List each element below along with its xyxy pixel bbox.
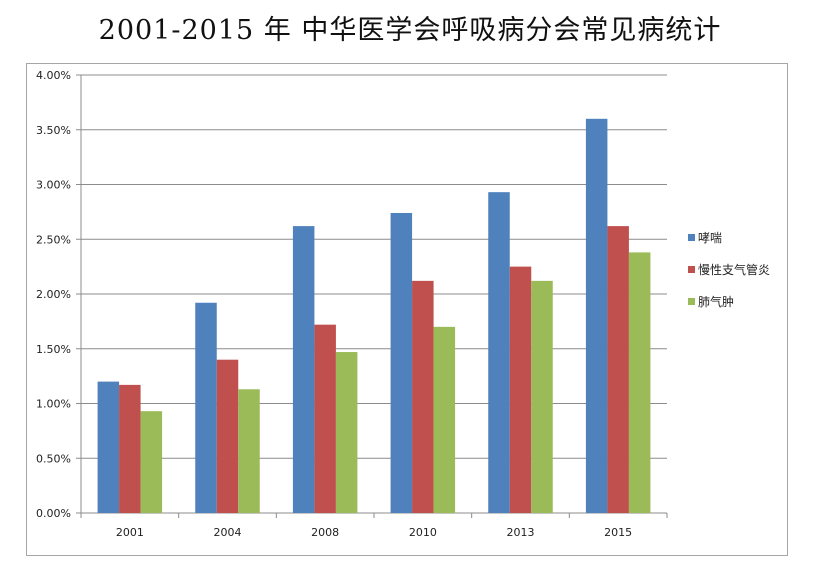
bar-肺气肿-2010 [433,326,456,513]
y-tick-label: 1.50% [36,343,71,356]
legend-label: 哮喘 [698,231,722,245]
bar-哮喘-2008 [292,226,315,514]
y-tick-label: 1.00% [36,398,71,411]
bar-肺气肿-2008 [335,352,358,513]
y-tick-label: 3.50% [36,124,71,137]
y-tick-label: 0.00% [36,507,71,520]
y-tick-label: 2.50% [36,233,71,246]
x-axis: 2001 2004 2008 2010 2013 2015 [80,512,668,539]
chart-area-frame [26,63,788,556]
x-tick-label: 2004 [214,526,242,539]
y-axis: 0.00% 0.50% 1.00% 1.50% 2.00% 2.50% 3.00% 3.50%… [36,69,82,520]
y-tick-label: 4.00% [36,69,71,82]
x-tick-label: 2001 [116,526,144,539]
legend-label: 慢性支气管炎 [698,262,770,277]
bars [97,118,651,514]
bar-哮喘-2010 [390,212,413,513]
legend-label: 肺气肿 [698,294,734,309]
x-tick-label: 2015 [604,526,632,539]
x-tick-label: 2013 [507,526,535,539]
x-tick-label: 2010 [409,526,437,539]
gridlines [81,74,667,514]
bar-慢性支气管炎-2008 [314,324,336,513]
y-tick-label: 3.00% [36,179,71,192]
bar-慢性支气管炎-2015 [607,226,629,514]
bar-慢性支气管炎-2013 [509,266,532,513]
bar-肺气肿-2015 [628,252,651,513]
legend-swatch [688,266,695,273]
bar-哮喘-2015 [585,118,608,514]
y-tick-label: 2.00% [36,288,71,301]
bar-肺气肿-2013 [531,280,553,513]
bar-哮喘-2004 [195,302,217,513]
legend-swatch [688,234,695,241]
bar-肺气肿-2004 [238,389,260,513]
bar-哮喘-2001 [97,381,120,513]
y-tick-label: 0.50% [36,452,71,465]
bar-慢性支气管炎-2001 [119,384,141,513]
legend-swatch [688,298,695,305]
bar-慢性支气管炎-2010 [412,280,434,513]
bar-哮喘-2013 [488,192,510,514]
bar-肺气肿-2001 [140,411,163,513]
x-tick-label: 2008 [311,526,339,539]
bar-慢性支气管炎-2004 [216,359,239,513]
chart-title: 2001-2015 年 中华医学会呼吸病分会常见病统计 [98,15,722,46]
